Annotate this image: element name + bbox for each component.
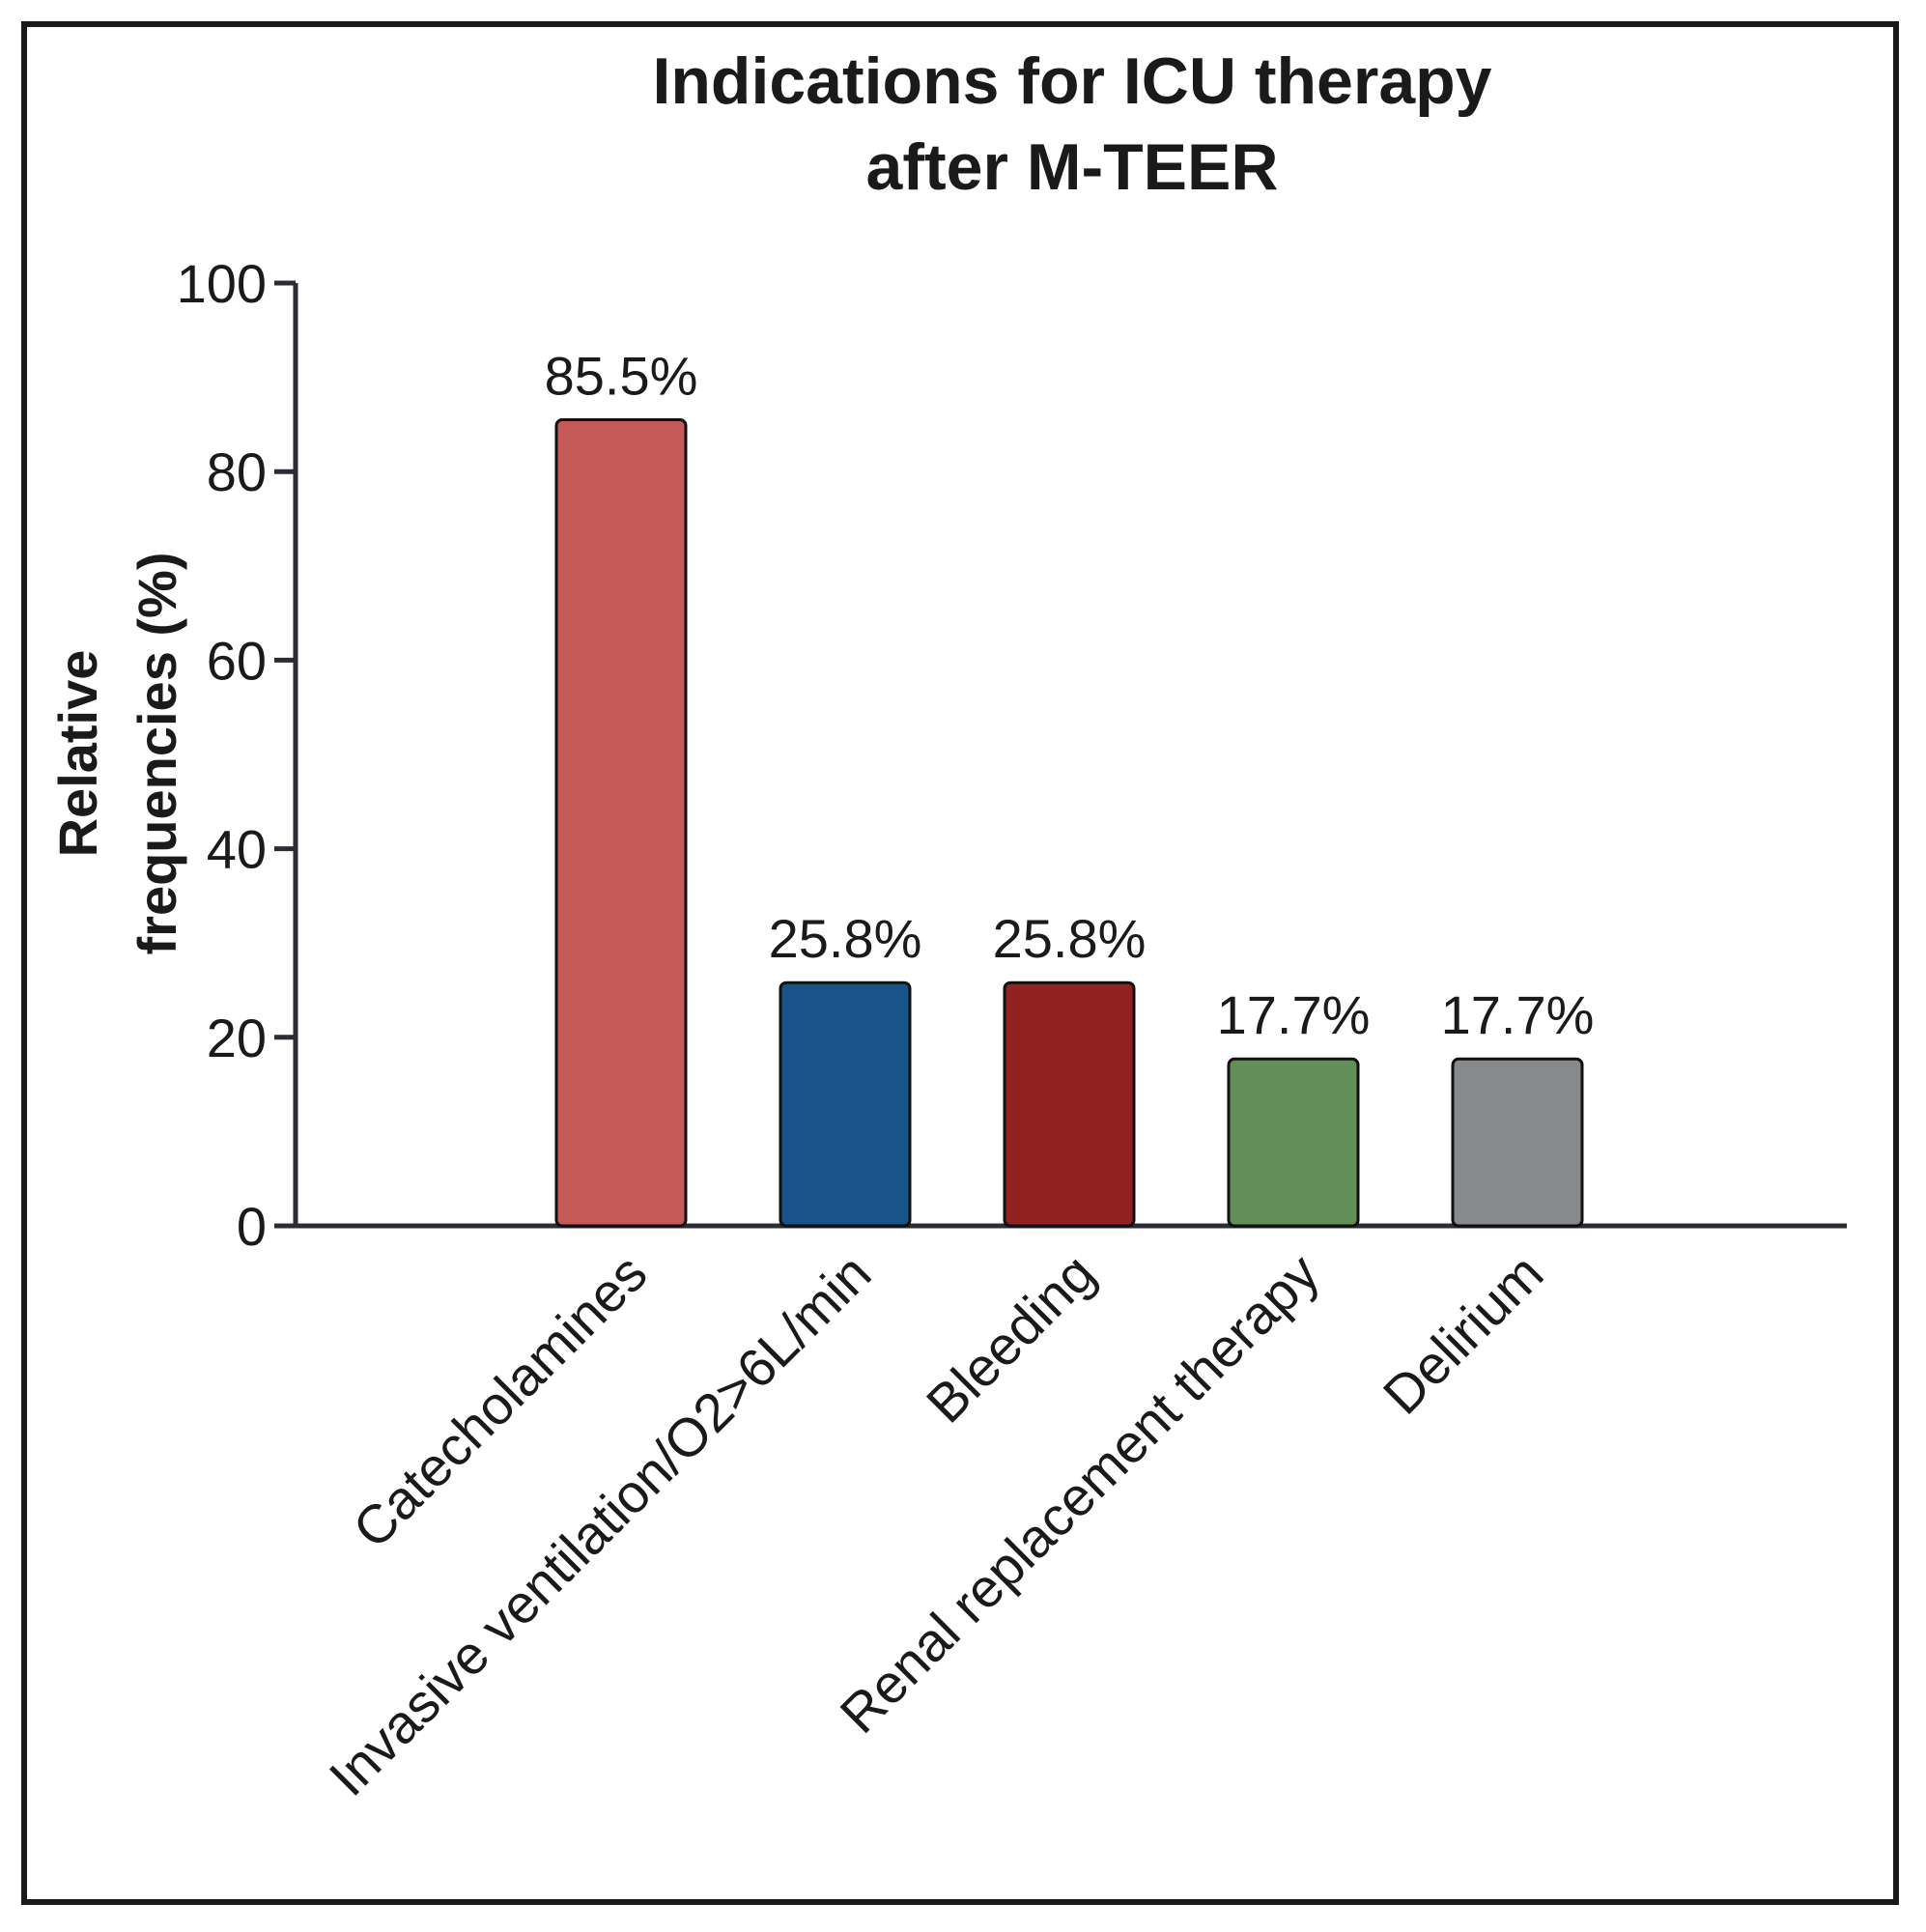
bar bbox=[1451, 1057, 1584, 1228]
y-axis-label-line-2: frequencies (%) bbox=[127, 553, 187, 955]
bar bbox=[1003, 980, 1136, 1228]
chart-title-line-2: after M-TEER bbox=[866, 130, 1279, 204]
x-tick-label: Renal replacement therapy bbox=[828, 1242, 1330, 1745]
y-tick-label: 0 bbox=[237, 1196, 267, 1257]
data-label: 17.7% bbox=[1217, 984, 1371, 1045]
x-tick-label: Delirium bbox=[1372, 1242, 1555, 1426]
bar bbox=[779, 980, 912, 1228]
bar bbox=[554, 418, 688, 1228]
bar bbox=[1227, 1057, 1360, 1228]
y-axis-label: Relative frequencies (%) bbox=[47, 553, 187, 955]
y-tick-label: 80 bbox=[207, 441, 267, 502]
chart-frame bbox=[21, 21, 1899, 1905]
y-tick-label: 20 bbox=[207, 1008, 267, 1068]
x-tick-label: Bleeding bbox=[915, 1242, 1107, 1435]
y-tick-label: 60 bbox=[207, 630, 267, 691]
y-tick-label: 100 bbox=[177, 253, 267, 314]
axes: 0 20 40 60 80 100 bbox=[177, 253, 1847, 1257]
data-label: 17.7% bbox=[1441, 984, 1595, 1045]
y-axis-label-line-1: Relative bbox=[47, 650, 108, 858]
chart-title: Indications for ICU therapy after M-TEER bbox=[653, 44, 1492, 204]
data-label: 25.8% bbox=[993, 908, 1147, 969]
data-label: 85.5% bbox=[545, 346, 698, 407]
chart-title-line-1: Indications for ICU therapy bbox=[653, 44, 1492, 118]
y-tick-label: 40 bbox=[207, 819, 267, 880]
data-label: 25.8% bbox=[769, 908, 922, 969]
